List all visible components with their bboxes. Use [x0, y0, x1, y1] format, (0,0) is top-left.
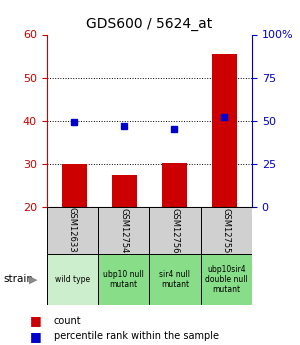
Text: ■: ■ — [30, 330, 42, 343]
Bar — [201, 254, 252, 305]
Text: wild type: wild type — [55, 275, 90, 284]
Text: ▶: ▶ — [28, 275, 37, 284]
Bar — [46, 254, 98, 305]
Text: GSM12755: GSM12755 — [222, 208, 231, 253]
Text: GSM12756: GSM12756 — [170, 208, 179, 253]
Bar — [61, 164, 87, 207]
Text: sir4 null
mutant: sir4 null mutant — [159, 270, 190, 289]
Text: ubp10sir4
double null
mutant: ubp10sir4 double null mutant — [205, 265, 248, 294]
Bar — [98, 254, 149, 305]
Bar — [149, 207, 201, 254]
Text: strain: strain — [3, 275, 33, 284]
Bar — [112, 175, 137, 207]
Bar — [98, 207, 149, 254]
Bar — [212, 54, 237, 207]
Bar — [201, 207, 252, 254]
Text: GSM12633: GSM12633 — [68, 207, 77, 253]
Text: ubp10 null
mutant: ubp10 null mutant — [103, 270, 144, 289]
Title: GDS600 / 5624_at: GDS600 / 5624_at — [86, 17, 212, 31]
Text: percentile rank within the sample: percentile rank within the sample — [54, 332, 219, 341]
Bar — [162, 163, 187, 207]
Bar — [46, 207, 98, 254]
Text: count: count — [54, 316, 82, 326]
Text: ■: ■ — [30, 314, 42, 327]
Bar — [149, 254, 201, 305]
Text: GSM12754: GSM12754 — [119, 208, 128, 253]
